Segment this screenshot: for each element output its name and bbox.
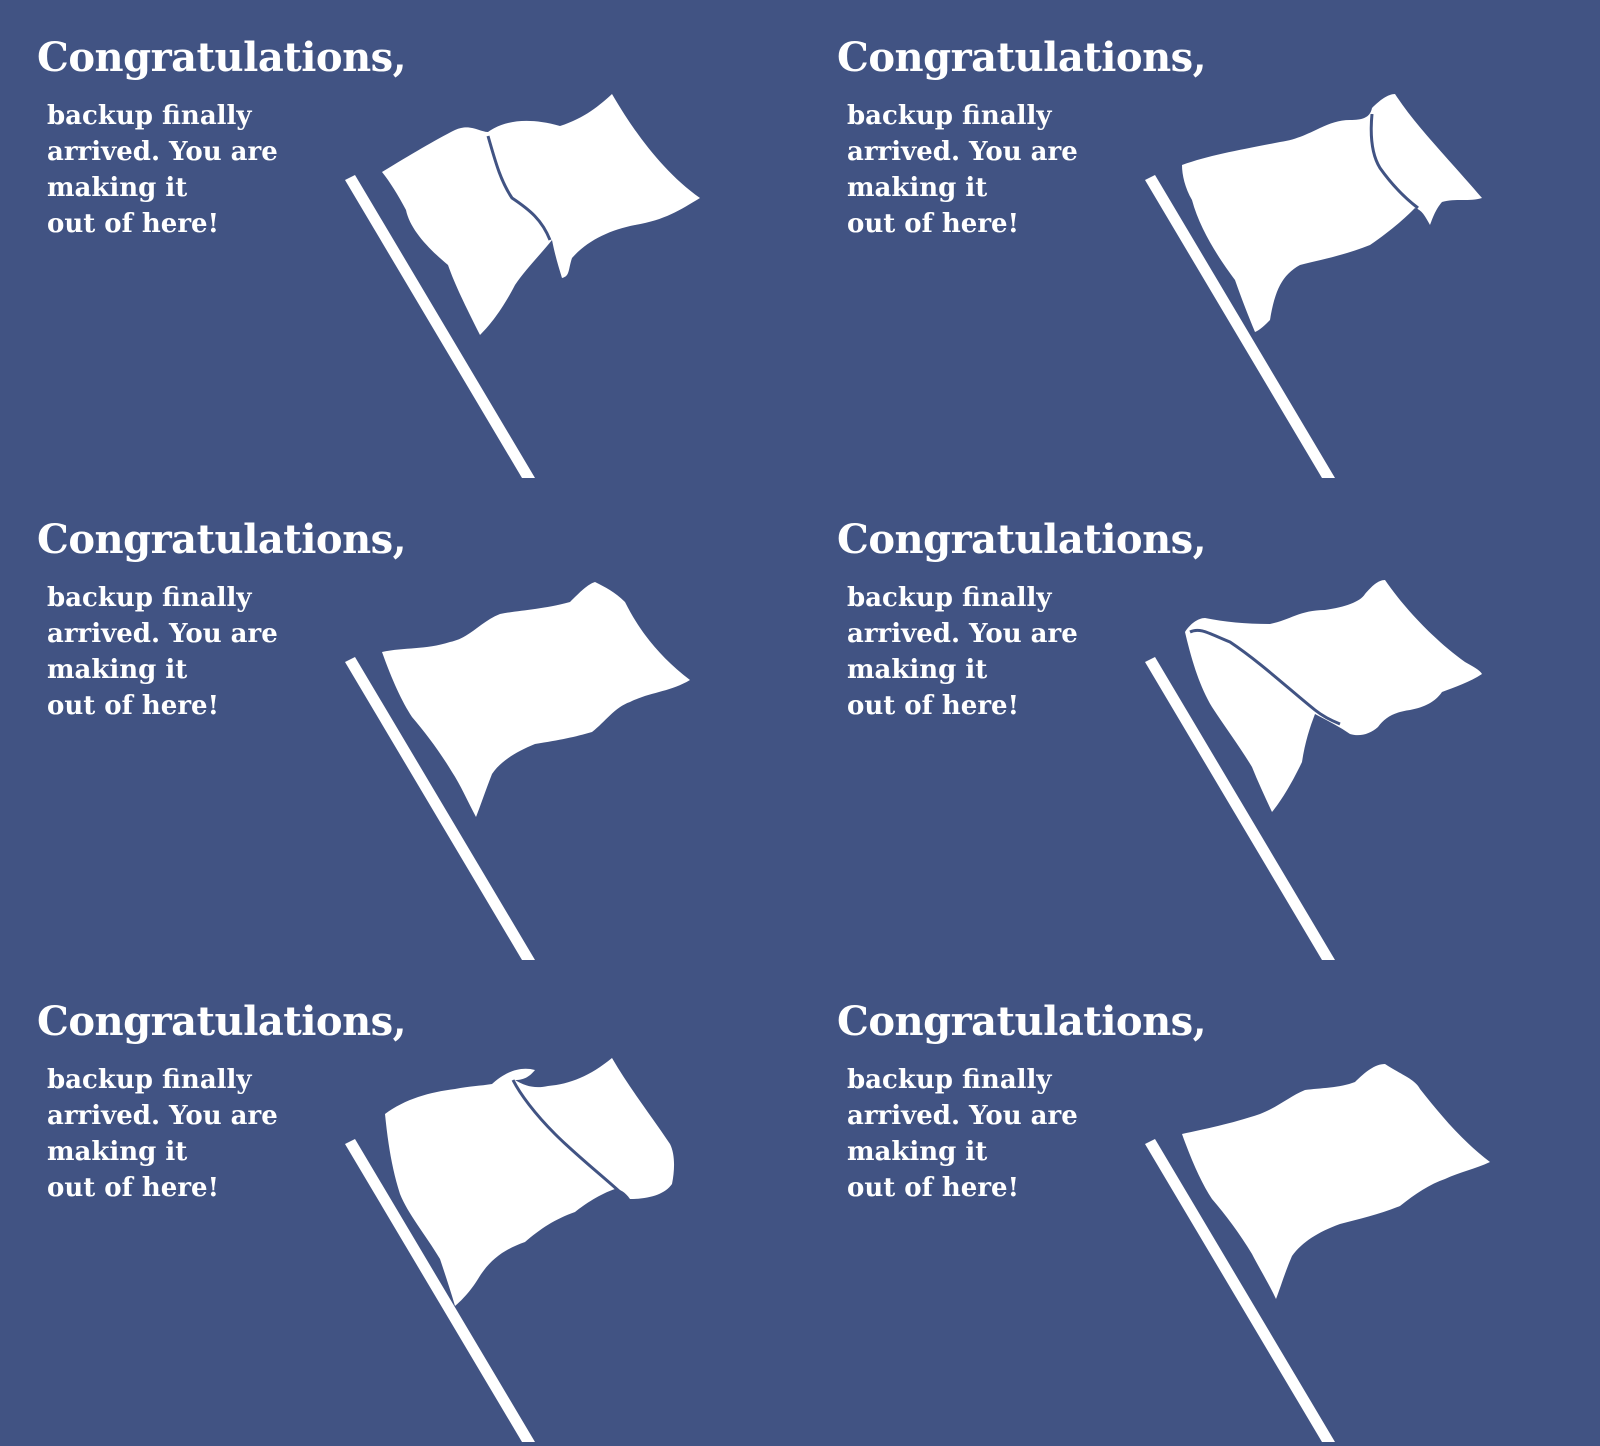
card-message-line: out of here!: [47, 691, 219, 721]
card-message-line: making it: [47, 655, 188, 685]
flag-cloth: [1182, 1064, 1490, 1299]
flag-pole: [345, 1139, 535, 1442]
flag-fold-line: [1189, 628, 1341, 726]
card-headline: Congratulations,: [37, 516, 407, 563]
flag-pole: [345, 175, 535, 478]
card-headline: Congratulations,: [837, 998, 1207, 1045]
card-4: Congratulations, backup finally arrived.…: [800, 482, 1600, 964]
white-flag-icon: [1145, 1064, 1490, 1442]
card-2: Congratulations, backup finally arrived.…: [800, 0, 1600, 482]
card-message-line: out of here!: [47, 209, 219, 239]
card-headline: Congratulations,: [837, 516, 1207, 563]
card-message: backup finally arrived. You are making i…: [47, 1062, 278, 1206]
card-message-line: making it: [47, 173, 188, 203]
card-message: backup finally arrived. You are making i…: [847, 580, 1078, 724]
card-message-line: out of here!: [47, 1173, 219, 1203]
card-message-line: out of here!: [847, 209, 1019, 239]
flag-cloth: [385, 1058, 675, 1306]
card-message-line: backup finally: [847, 101, 1052, 131]
card-headline: Congratulations,: [837, 34, 1207, 81]
card-message-line: backup finally: [47, 101, 252, 131]
flag-pole: [1145, 657, 1335, 960]
card-message-line: backup finally: [847, 583, 1052, 613]
white-flag-icon: [1145, 580, 1482, 960]
card-6: Congratulations, backup finally arrived.…: [800, 964, 1600, 1446]
white-flag-icon: [345, 94, 700, 478]
flag-pole: [1145, 1139, 1335, 1442]
flag-pole: [345, 657, 535, 960]
flag-cloth: [382, 94, 700, 335]
card-message-line: making it: [47, 1137, 188, 1167]
card-message-line: backup finally: [47, 583, 252, 613]
card-message: backup finally arrived. You are making i…: [847, 98, 1078, 242]
card-message-line: arrived. You are: [847, 1101, 1078, 1131]
card-5: Congratulations, backup finally arrived.…: [0, 964, 800, 1446]
flag-fold-line: [1369, 113, 1419, 210]
card-message-line: arrived. You are: [47, 619, 278, 649]
card-1: Congratulations, backup finally arrived.…: [0, 0, 800, 482]
card-message-line: arrived. You are: [847, 619, 1078, 649]
card-message-line: out of here!: [847, 1173, 1019, 1203]
card-headline: Congratulations,: [37, 998, 407, 1045]
card-message-line: making it: [847, 1137, 988, 1167]
card-message-line: arrived. You are: [47, 137, 278, 167]
card-message-line: out of here!: [847, 691, 1019, 721]
white-flag-icon: [1145, 94, 1482, 478]
card-message-line: making it: [847, 173, 988, 203]
card-headline: Congratulations,: [37, 34, 407, 81]
card-message-line: making it: [847, 655, 988, 685]
card-message-line: backup finally: [847, 1065, 1052, 1095]
card-message: backup finally arrived. You are making i…: [47, 580, 278, 724]
white-flag-icon: [345, 582, 690, 960]
card-3: Congratulations, backup finally arrived.…: [0, 482, 800, 964]
card-message: backup finally arrived. You are making i…: [47, 98, 278, 242]
flag-cloth: [382, 582, 690, 817]
card-message-line: backup finally: [47, 1065, 252, 1095]
flag-cloth: [1182, 94, 1482, 332]
white-flag-icon: [345, 1058, 675, 1442]
card-message-line: arrived. You are: [47, 1101, 278, 1131]
flag-cloth: [1185, 580, 1482, 812]
flag-fold-line: [511, 1079, 622, 1194]
flag-pole: [1145, 175, 1335, 478]
card-message-line: arrived. You are: [847, 137, 1078, 167]
card-message: backup finally arrived. You are making i…: [847, 1062, 1078, 1206]
flag-fold-line: [486, 135, 552, 241]
